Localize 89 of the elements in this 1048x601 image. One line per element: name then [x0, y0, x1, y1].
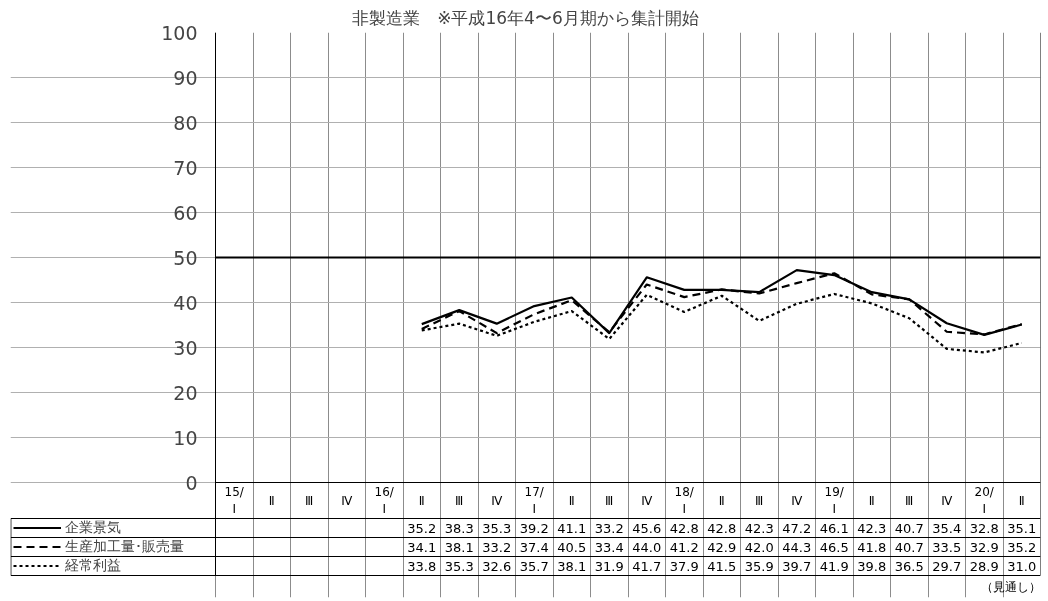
chart-title: 非製造業 ※平成16年4〜6月期から集計開始 — [352, 7, 699, 28]
data-label: 37.4 — [519, 539, 549, 555]
data-label: 38.1 — [557, 558, 587, 574]
x-tick-label: 18/ Ⅰ — [674, 485, 695, 516]
data-label: 44.3 — [782, 539, 812, 555]
x-tick-label: Ⅱ — [418, 493, 425, 508]
data-label: 46.5 — [819, 539, 849, 555]
data-label: 39.8 — [857, 558, 887, 574]
data-label: 42.3 — [744, 520, 774, 536]
x-tick-label: Ⅳ — [341, 493, 353, 508]
x-tick-label: Ⅲ — [905, 493, 914, 508]
y-tick-label: 50 — [173, 246, 198, 269]
data-label: 39.2 — [519, 520, 549, 536]
x-tick-label: Ⅱ — [868, 493, 875, 508]
data-label: 40.7 — [894, 520, 924, 536]
data-label: 41.1 — [557, 520, 587, 536]
data-label: 33.2 — [594, 520, 624, 536]
x-tick-label: Ⅳ — [491, 493, 503, 508]
data-label: 34.1 — [407, 539, 437, 555]
data-label: 47.2 — [782, 520, 812, 536]
y-tick-label: 20 — [173, 381, 198, 404]
data-label: 42.8 — [669, 520, 699, 536]
x-tick-label: 20/ Ⅰ — [974, 485, 995, 516]
data-label: 42.0 — [744, 539, 774, 555]
data-label: 35.4 — [932, 520, 962, 536]
legend-label: 企業景気 — [65, 518, 121, 537]
data-label: 44.0 — [632, 539, 662, 555]
data-label: 32.9 — [969, 539, 999, 555]
y-tick-label: 30 — [173, 336, 198, 359]
y-tick-label: 40 — [173, 291, 198, 314]
x-tick-label: Ⅱ — [1018, 493, 1025, 508]
data-label: 33.2 — [482, 539, 512, 555]
data-label: 38.1 — [444, 539, 474, 555]
x-tick-label: Ⅱ — [568, 493, 575, 508]
y-tick-label: 100 — [161, 21, 198, 44]
data-label: 35.7 — [519, 558, 549, 574]
data-label: 38.3 — [444, 520, 474, 536]
text: （見通し） — [980, 579, 1041, 594]
x-tick-label: Ⅲ — [605, 493, 614, 508]
y-tick-label: 70 — [173, 156, 198, 179]
x-tick-label: 19/ Ⅰ — [824, 485, 845, 516]
x-tick-label: 16/ Ⅰ — [374, 485, 395, 516]
data-label: 33.8 — [407, 558, 437, 574]
x-tick-label: Ⅳ — [641, 493, 653, 508]
legend-label: 生産加工量･販売量 — [65, 537, 184, 556]
data-label: 41.2 — [669, 539, 699, 555]
data-label: 46.1 — [819, 520, 849, 536]
data-label: 35.3 — [444, 558, 474, 574]
data-label: 42.8 — [707, 520, 737, 536]
data-label: 36.5 — [894, 558, 924, 574]
data-label: 39.7 — [782, 558, 812, 574]
data-label: 41.9 — [819, 558, 849, 574]
y-tick-label: 60 — [173, 201, 198, 224]
x-tick-label: Ⅳ — [791, 493, 803, 508]
x-tick-label: Ⅲ — [305, 493, 314, 508]
data-label: 33.5 — [932, 539, 962, 555]
data-label: 42.9 — [707, 539, 737, 555]
data-label: 35.2 — [407, 520, 437, 536]
y-tick-label: 90 — [173, 66, 198, 89]
data-label: 35.9 — [744, 558, 774, 574]
data-label: 33.4 — [594, 539, 624, 555]
data-label: 35.2 — [1007, 539, 1037, 555]
data-label: 35.3 — [482, 520, 512, 536]
data-label: 28.9 — [969, 558, 999, 574]
data-label: 31.0 — [1007, 558, 1037, 574]
data-label: 40.7 — [894, 539, 924, 555]
data-label: 29.7 — [932, 558, 962, 574]
data-label: 40.5 — [557, 539, 587, 555]
data-label: 37.9 — [669, 558, 699, 574]
y-tick-label: 0 — [185, 471, 198, 494]
x-tick-label: 17/ Ⅰ — [524, 485, 545, 516]
y-tick-label: 10 — [173, 426, 198, 449]
data-label: 42.3 — [857, 520, 887, 536]
x-tick-label: 15/ Ⅰ — [224, 485, 245, 516]
x-tick-label: Ⅱ — [268, 493, 275, 508]
data-label: 41.8 — [857, 539, 887, 555]
x-tick-label: Ⅲ — [755, 493, 764, 508]
data-label: 45.6 — [632, 520, 662, 536]
y-tick-label: 80 — [173, 111, 198, 134]
x-tick-label: Ⅲ — [455, 493, 464, 508]
legend-label: 経常利益 — [65, 556, 121, 575]
data-label: 41.5 — [707, 558, 737, 574]
data-label: 35.1 — [1007, 520, 1037, 536]
data-label: 41.7 — [632, 558, 662, 574]
data-label: 32.6 — [482, 558, 512, 574]
data-label: 32.8 — [969, 520, 999, 536]
x-tick-label: Ⅱ — [718, 493, 725, 508]
data-label: 31.9 — [594, 558, 624, 574]
x-tick-label: Ⅳ — [941, 493, 953, 508]
